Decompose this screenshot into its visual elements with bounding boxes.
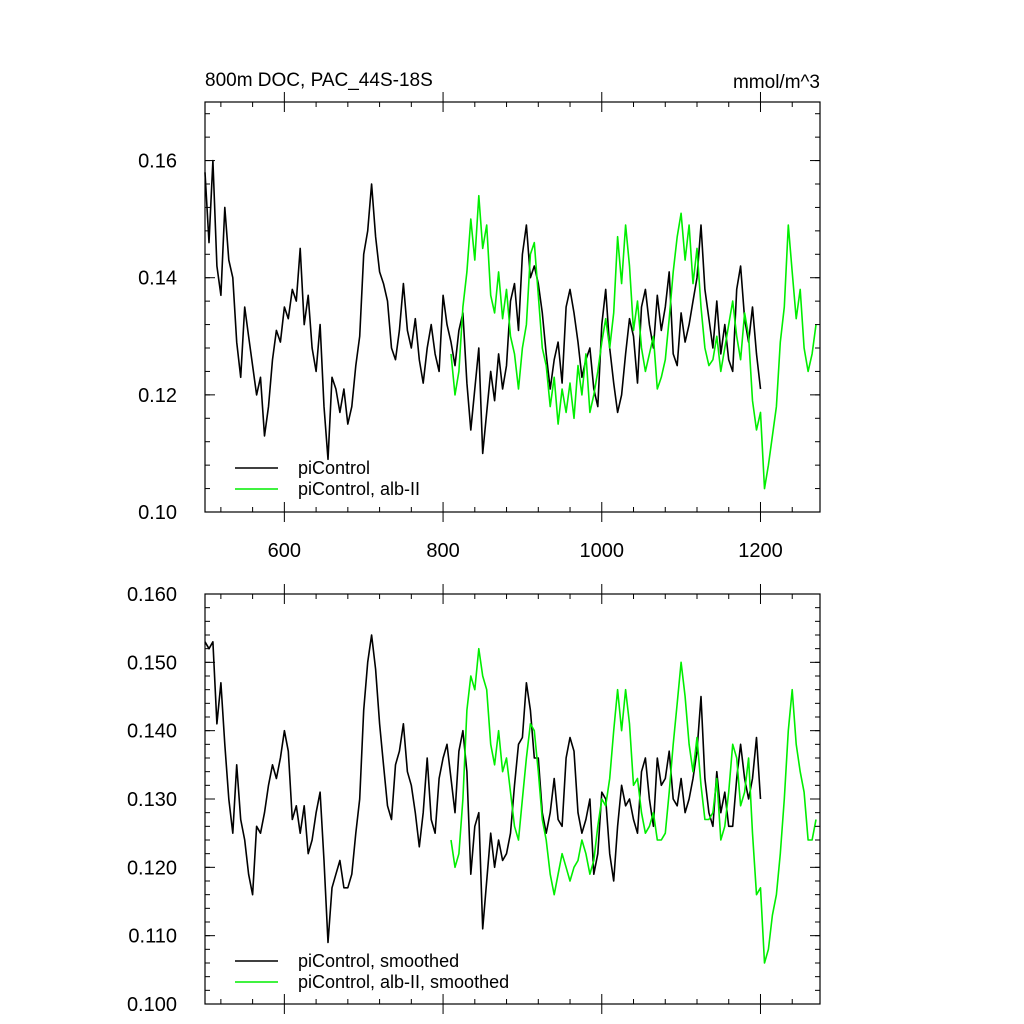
bottom-axis-ticks xyxy=(205,584,820,1014)
series-line-0-1 xyxy=(450,194,817,490)
y-tick-label: 0.110 xyxy=(128,926,177,948)
chart-title: 800m DOC, PAC_44S-18S xyxy=(205,70,433,91)
y-tick-label: 0.150 xyxy=(127,652,177,674)
top-x-tick-labels: 600 800 1000 1200 xyxy=(268,540,783,562)
y-tick-label: 0.10 xyxy=(138,502,177,524)
y-tick-label: 0.100 xyxy=(127,994,177,1016)
x-tick-label: 800 xyxy=(426,540,459,562)
chart-units: mmol/m^3 xyxy=(733,72,820,93)
legend-label-picontrol: piControl xyxy=(298,458,370,478)
top-plot-frame xyxy=(204,101,821,513)
y-tick-label: 0.16 xyxy=(138,151,177,173)
top-series-group xyxy=(204,159,817,490)
top-chart-panel: 800m DOC, PAC_44S-18S mmol/m^3 600 800 100… xyxy=(138,70,821,562)
y-tick-label: 0.140 xyxy=(127,721,177,743)
series-line-1-0 xyxy=(204,634,762,944)
legend-label-picontrol-smoothed: piControl, smoothed xyxy=(298,951,459,971)
bottom-series-group xyxy=(204,634,817,964)
x-tick-label: 1200 xyxy=(738,540,783,562)
bottom-legend: piControl, smoothed piControl, alb-II, s… xyxy=(235,951,509,992)
y-tick-label: 0.12 xyxy=(138,385,177,407)
bottom-y-tick-labels: 0.100 0.110 0.120 0.130 0.140 0.150 0.160 xyxy=(127,584,177,1016)
y-tick-label: 0.130 xyxy=(127,789,177,811)
bottom-chart-panel: 0.100 0.110 0.120 0.130 0.140 0.150 0.160 piCo… xyxy=(127,584,821,1016)
top-y-tick-labels: 0.10 0.12 0.14 0.16 xyxy=(138,151,177,524)
y-tick-label: 0.14 xyxy=(138,268,177,290)
series-line-0-0 xyxy=(204,159,762,461)
y-tick-label: 0.120 xyxy=(127,857,177,879)
series-line-1-1 xyxy=(450,647,817,964)
top-legend: piControl piControl, alb-II xyxy=(235,458,420,499)
top-axis-ticks xyxy=(205,92,820,522)
y-tick-label: 0.160 xyxy=(127,584,177,606)
legend-label-alb-ii: piControl, alb-II xyxy=(298,479,420,499)
x-tick-label: 600 xyxy=(268,540,301,562)
legend-label-alb-ii-smoothed: piControl, alb-II, smoothed xyxy=(298,972,509,992)
x-tick-label: 1000 xyxy=(580,540,625,562)
